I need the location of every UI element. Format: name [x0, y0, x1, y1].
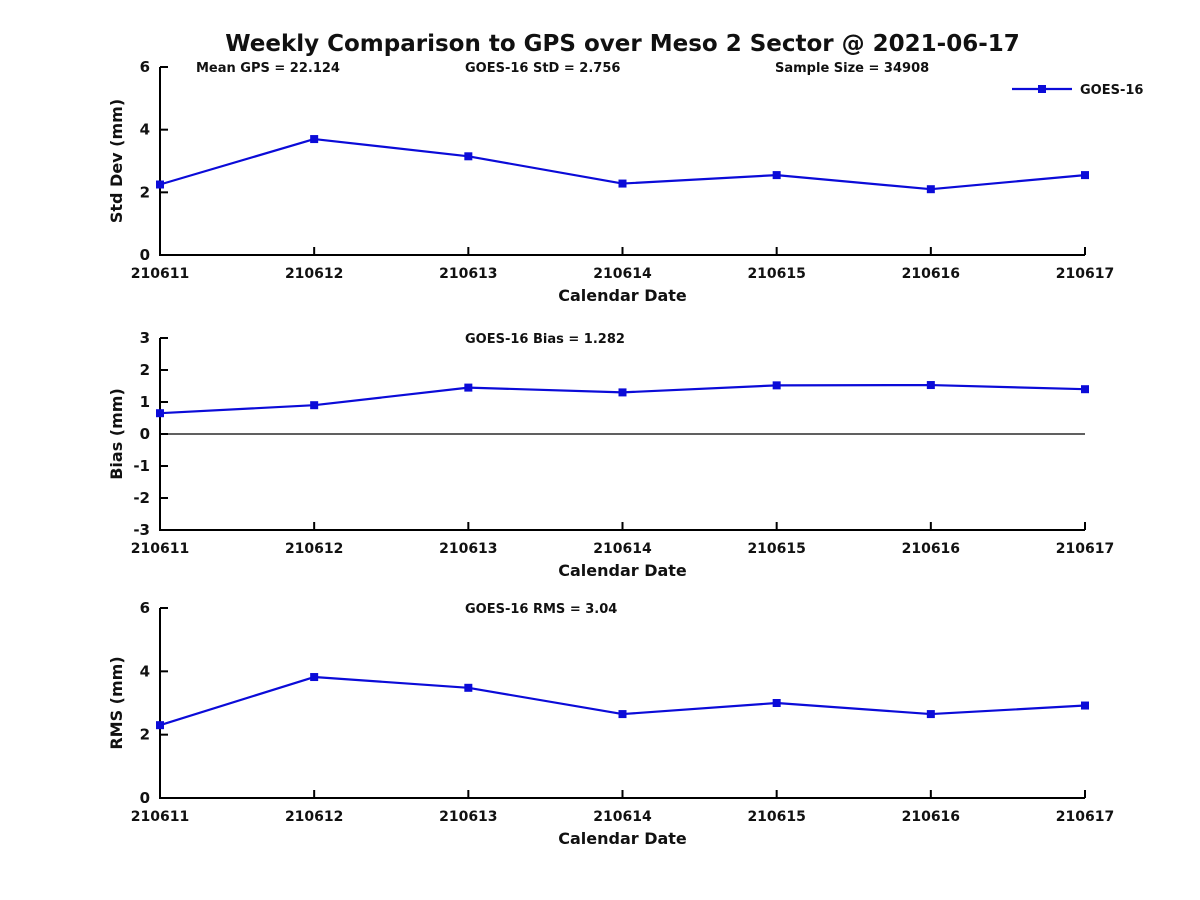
axis-spines: [159, 67, 1085, 256]
x-tick-label: 210613: [439, 809, 497, 825]
y-tick-label: 2: [140, 361, 150, 379]
y-tick-label: -2: [133, 489, 150, 507]
x-tick-label: 210617: [1056, 541, 1114, 557]
x-tick-label: 210617: [1056, 809, 1114, 825]
std-dev-annotation: Sample Size = 34908: [775, 61, 929, 76]
legend-label: GOES-16: [1080, 83, 1143, 98]
std-dev-chart: 0 2 4 6 210611 210612 210613 210614 210615 210616…: [107, 58, 1143, 305]
data-point-marker: [464, 683, 473, 692]
x-tick-label: 210612: [285, 266, 343, 282]
x-tick-label: 210613: [439, 541, 497, 557]
x-tick-label: 210615: [747, 809, 805, 825]
data-point-marker: [772, 171, 781, 180]
figure-title: Weekly Comparison to GPS over Meso 2 Sec…: [225, 31, 1020, 57]
x-tick-label: 210614: [593, 809, 652, 825]
data-point-marker: [618, 179, 627, 188]
y-tick-label: 4: [140, 121, 150, 139]
data-point-marker: [310, 673, 319, 682]
y-tick-label: -3: [133, 521, 150, 539]
data-point-marker: [310, 135, 319, 144]
bias-chart: -3 -2 -1 0 1 2 3 210611 210612 210613 210614 210615…: [107, 329, 1114, 580]
y-tick-label: 0: [140, 789, 150, 807]
x-tick-label: 210616: [902, 266, 960, 282]
bias-annotation: GOES-16 Bias = 1.282: [465, 332, 625, 347]
std-dev-annotation: GOES-16 StD = 2.756: [465, 61, 620, 76]
x-tick-label: 210616: [902, 809, 960, 825]
data-point-marker: [618, 710, 627, 719]
legend: GOES-16: [1012, 83, 1143, 98]
data-point-marker: [156, 180, 164, 189]
x-tick-label: 210617: [1056, 266, 1114, 282]
y-axis-label: RMS (mm): [107, 656, 126, 749]
data-point-marker: [1081, 701, 1089, 710]
x-tick-label: 210612: [285, 809, 343, 825]
y-axis-label: Std Dev (mm): [107, 99, 126, 223]
x-tick-label: 210611: [131, 809, 189, 825]
y-tick-label: 3: [140, 329, 150, 347]
x-tick-label: 210611: [131, 541, 189, 557]
data-point-marker: [310, 401, 319, 410]
y-tick-label: -1: [133, 457, 150, 475]
data-point-marker: [464, 152, 473, 161]
y-tick-label: 2: [140, 726, 150, 744]
legend-marker-sample: [1038, 85, 1046, 93]
x-tick-label: 210613: [439, 266, 497, 282]
data-point-marker: [1081, 385, 1089, 394]
axis-spines: [159, 608, 1085, 799]
y-tick-label: 0: [140, 246, 150, 264]
x-axis-label: Calendar Date: [558, 286, 687, 305]
y-tick-label: 0: [140, 425, 150, 443]
data-point-marker: [618, 388, 627, 397]
x-axis-label: Calendar Date: [558, 561, 687, 580]
data-point-marker: [772, 699, 781, 707]
x-tick-label: 210614: [593, 541, 652, 557]
data-point-marker: [926, 710, 935, 719]
rms-chart: 0 2 4 6 210611 210612 210613 210614 210615 210616…: [107, 599, 1114, 848]
rms-annotation: GOES-16 RMS = 3.04: [465, 602, 617, 617]
y-axis-label: Bias (mm): [107, 388, 126, 480]
data-point-marker: [156, 721, 164, 730]
data-point-marker: [464, 383, 473, 392]
std-dev-annotation: Mean GPS = 22.124: [196, 61, 340, 76]
data-point-marker: [156, 409, 164, 418]
x-tick-label: 210616: [902, 541, 960, 557]
x-tick-label: 210611: [131, 266, 189, 282]
data-point-marker: [926, 381, 935, 390]
y-tick-label: 6: [140, 599, 150, 617]
x-axis-label: Calendar Date: [558, 829, 687, 848]
x-tick-label: 210615: [747, 541, 805, 557]
data-point-marker: [926, 185, 935, 194]
data-point-marker: [772, 381, 781, 390]
y-tick-label: 2: [140, 183, 150, 201]
x-tick-label: 210614: [593, 266, 652, 282]
y-tick-label: 4: [140, 662, 150, 680]
x-tick-label: 210612: [285, 541, 343, 557]
y-tick-label: 6: [140, 58, 150, 76]
x-tick-label: 210615: [747, 266, 805, 282]
data-point-marker: [1081, 171, 1089, 180]
y-tick-label: 1: [140, 393, 150, 411]
